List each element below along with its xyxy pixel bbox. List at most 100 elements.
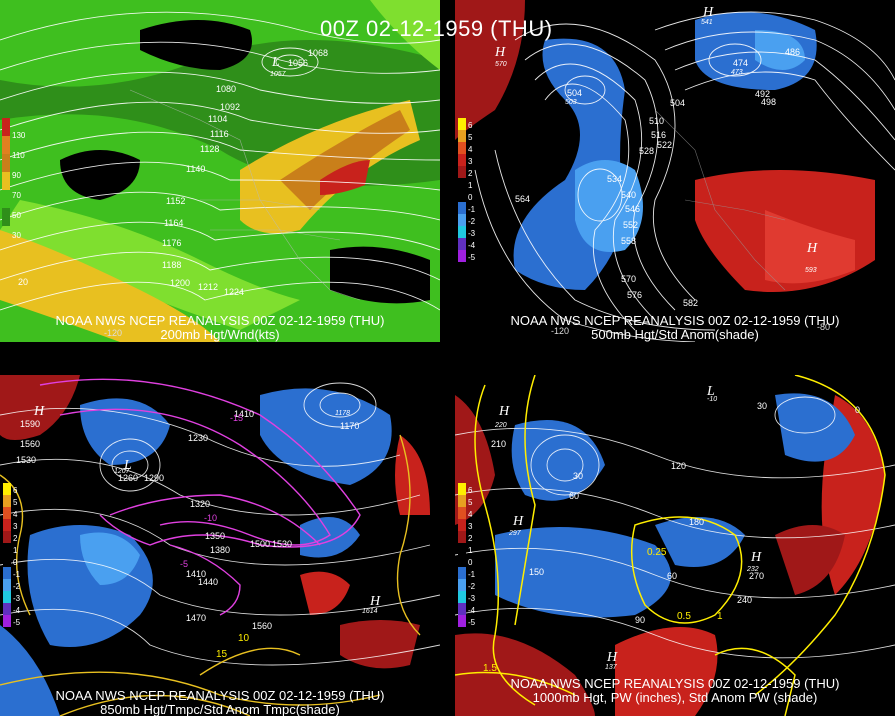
svg-text:270: 270 <box>749 571 764 581</box>
svg-text:H: H <box>494 45 506 60</box>
svg-text:H: H <box>512 514 524 529</box>
svg-text:1410: 1410 <box>186 569 206 579</box>
svg-text:-10: -10 <box>707 396 717 403</box>
svg-text:558: 558 <box>621 236 636 246</box>
caption-line1: NOAA NWS NCEP REANALYSIS 00Z 02-12-1959 … <box>510 676 840 691</box>
contour-label: 1200 <box>170 278 190 288</box>
svg-text:H: H <box>369 594 381 609</box>
svg-text:492: 492 <box>755 89 770 99</box>
contour-labels-200mb: 1068 1056 1080 1092 1104 1116 1128 1140 … <box>18 48 328 338</box>
svg-text:-3: -3 <box>13 594 21 603</box>
legend-label: 30 <box>12 231 21 240</box>
svg-text:-10: -10 <box>204 513 217 523</box>
svg-text:1440: 1440 <box>198 577 218 587</box>
svg-text:-4: -4 <box>13 606 21 615</box>
svg-text:90: 90 <box>635 615 645 625</box>
svg-text:1260: 1260 <box>118 473 138 483</box>
legend-label: 50 <box>12 211 21 220</box>
svg-text:-80: -80 <box>817 322 830 332</box>
contour-label: 1116 <box>210 129 229 139</box>
contour-label: 1212 <box>198 282 218 292</box>
svg-text:H: H <box>806 241 818 256</box>
svg-text:-2: -2 <box>468 582 476 591</box>
svg-text:10: 10 <box>238 633 250 644</box>
svg-text:541: 541 <box>701 19 713 26</box>
svg-text:1290: 1290 <box>144 473 164 483</box>
svg-text:0.5: 0.5 <box>677 611 691 622</box>
svg-text:516: 516 <box>651 130 666 140</box>
main-title: 00Z 02-12-1959 (THU) <box>320 16 553 41</box>
svg-text:1560: 1560 <box>20 439 40 449</box>
contour-label: 1140 <box>186 164 205 174</box>
svg-text:220: 220 <box>494 422 507 429</box>
svg-text:H: H <box>606 650 618 665</box>
svg-text:1614: 1614 <box>362 608 378 615</box>
svg-text:552: 552 <box>623 220 638 230</box>
svg-text:-5: -5 <box>13 618 21 627</box>
svg-text:15: 15 <box>216 649 228 660</box>
svg-text:1230: 1230 <box>188 433 208 443</box>
svg-text:6: 6 <box>468 121 473 130</box>
legend-label: 110 <box>12 151 25 160</box>
svg-text:1530: 1530 <box>16 455 36 465</box>
caption-line1: NOAA NWS NCEP REANALYSIS 00Z 02-12-1959 … <box>510 313 840 328</box>
svg-text:-5: -5 <box>180 559 188 569</box>
svg-text:1530: 1530 <box>272 539 292 549</box>
svg-text:-1: -1 <box>13 570 21 579</box>
svg-text:1: 1 <box>468 181 473 190</box>
svg-text:0.25: 0.25 <box>647 547 667 558</box>
caption-500mb: NOAA NWS NCEP REANALYSIS 00Z 02-12-1959 … <box>455 314 895 342</box>
svg-text:5: 5 <box>468 498 473 507</box>
legend-label: 70 <box>12 191 21 200</box>
svg-text:240: 240 <box>737 595 752 605</box>
caption-line2: 200mb Hgt/Wnd(kts) <box>160 327 280 342</box>
svg-text:474: 474 <box>733 58 748 68</box>
svg-text:6: 6 <box>13 486 18 495</box>
svg-text:30: 30 <box>757 401 767 411</box>
svg-text:522: 522 <box>657 140 672 150</box>
svg-text:297: 297 <box>508 530 522 537</box>
svg-text:510: 510 <box>649 116 664 126</box>
svg-text:528: 528 <box>639 146 654 156</box>
svg-text:-3: -3 <box>468 594 476 603</box>
contour-labels-1000mb: 30 60 90 120 150 180 210 240 270 0 30 60… <box>483 384 860 674</box>
svg-text:1500: 1500 <box>250 539 270 549</box>
speed-label: 20 <box>18 277 28 287</box>
contour-label: 1068 <box>308 48 328 58</box>
contour-label: 1152 <box>166 196 185 206</box>
svg-text:564: 564 <box>515 194 530 204</box>
longitude-label: -120 <box>104 328 122 338</box>
svg-text:-1: -1 <box>468 205 476 214</box>
svg-text:570: 570 <box>621 274 636 284</box>
svg-text:-120: -120 <box>551 326 569 336</box>
svg-text:534: 534 <box>607 174 622 184</box>
svg-text:486: 486 <box>785 47 800 57</box>
legend-1000mb: 6 5 4 3 2 1 0 -1 -2 -3 -4 -5 <box>458 483 476 627</box>
svg-text:L: L <box>271 55 280 70</box>
svg-text:60: 60 <box>569 491 579 501</box>
svg-text:1170: 1170 <box>340 421 359 431</box>
svg-text:1207: 1207 <box>114 468 131 475</box>
svg-text:232: 232 <box>746 566 759 573</box>
svg-text:504: 504 <box>670 98 685 108</box>
svg-text:1380: 1380 <box>210 545 230 555</box>
contour-label: 1080 <box>216 84 236 94</box>
svg-text:593: 593 <box>805 267 817 274</box>
svg-text:1410: 1410 <box>234 409 254 419</box>
svg-text:4: 4 <box>468 510 473 519</box>
svg-text:150: 150 <box>529 567 544 577</box>
svg-text:H: H <box>33 404 45 419</box>
contour-label: 1176 <box>162 238 181 248</box>
svg-text:498: 498 <box>761 97 776 107</box>
contour-label: 1092 <box>220 102 240 112</box>
svg-text:L: L <box>706 384 715 399</box>
svg-text:2: 2 <box>13 534 18 543</box>
svg-text:1: 1 <box>717 611 723 622</box>
legend-label: 130 <box>12 131 26 140</box>
panel-500mb: 6 5 4 3 2 1 0 -1 -2 -3 -4 -5 504 510 516… <box>455 0 895 342</box>
svg-text:30: 30 <box>573 471 583 481</box>
contour-label: 1056 <box>288 58 308 68</box>
svg-text:3: 3 <box>13 522 18 531</box>
svg-text:137: 137 <box>605 664 618 671</box>
caption-line1: NOAA NWS NCEP REANALYSIS 00Z 02-12-1959 … <box>55 313 385 328</box>
